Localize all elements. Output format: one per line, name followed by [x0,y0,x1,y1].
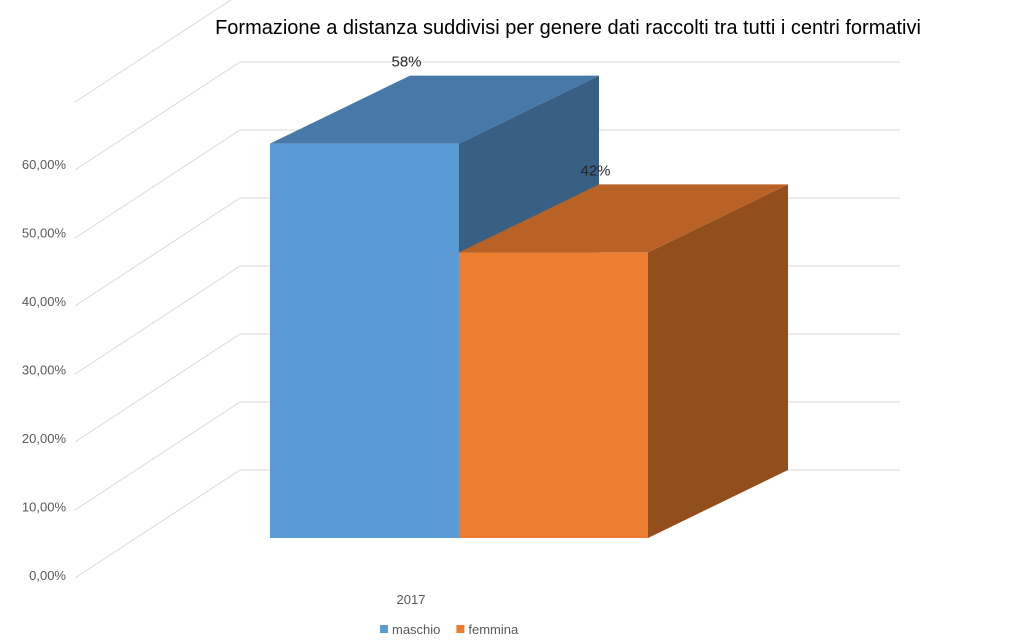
y-tick-label: 50,00% [22,226,67,241]
y-tick-label: 40,00% [22,294,67,309]
gridline-side [74,197,241,307]
y-tick-label: 60,00% [22,157,67,172]
gridline-side [74,265,241,375]
legend-label-maschio: maschio [392,622,440,637]
y-axis: 0,00% 10,00% 20,00% 30,00% 40,00% 50,00% 60,00… [22,157,67,583]
gridline-side [74,401,241,511]
gridline-side [74,333,241,443]
gridline-side [74,61,241,171]
bar-front-face [270,143,459,538]
gridline-side [74,469,241,579]
data-labels: 58% 42% [391,54,610,180]
legend: maschio femmina [380,622,519,637]
bar-front-face [459,252,648,538]
y-tick-label: 10,00% [22,500,67,515]
gridline-side [74,0,232,103]
legend-swatch-femmina [456,625,465,633]
legend-swatch-maschio [380,625,388,633]
y-tick-label: 20,00% [22,431,67,446]
y-tick-label: 0,00% [29,568,66,583]
bar-top-face [459,184,788,253]
bar-side-face [648,184,788,538]
data-label-femmina: 42% [580,162,610,179]
bar-top-face [270,75,599,144]
gridline-side [74,129,241,239]
x-tick-label: 2017 [397,592,426,607]
y-tick-label: 30,00% [22,363,67,378]
data-label-maschio: 58% [391,54,421,71]
legend-label-femmina: femmina [468,622,519,637]
bar-femmina [459,184,788,538]
chart-title: Formazione a distanza suddivisi per gene… [215,17,921,39]
bars [270,75,788,538]
